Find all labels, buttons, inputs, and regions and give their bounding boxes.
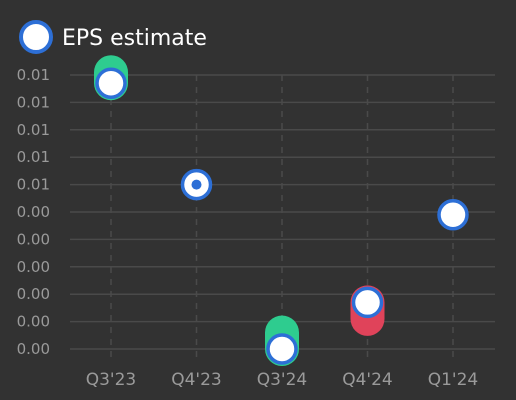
legend: EPS estimate <box>19 20 207 54</box>
x-tick-label: Q4'24 <box>342 370 393 390</box>
y-tick-label: 0.00 <box>17 340 50 358</box>
y-tick-label: 0.00 <box>17 285 50 303</box>
y-tick-label: 0.00 <box>17 203 50 221</box>
y-tick-label: 0.00 <box>17 258 50 276</box>
x-tick-label: Q3'24 <box>257 370 308 390</box>
actual-point <box>191 179 202 190</box>
legend-label-estimate: EPS estimate <box>62 26 207 51</box>
y-tick-label: 0.01 <box>17 121 50 139</box>
estimate-points <box>95 67 469 365</box>
estimate-point <box>351 286 384 319</box>
estimate-point <box>437 198 469 231</box>
x-axis-tick-labels: Q3'23 Q4'23 Q3'24 Q4'24 Q1'24 <box>86 370 479 390</box>
estimate-point <box>266 333 298 365</box>
y-tick-label: 0.00 <box>17 230 50 248</box>
estimate-point <box>95 67 127 99</box>
y-tick-label: 0.01 <box>17 148 50 166</box>
y-axis-tick-labels: 0.01 0.01 0.01 0.01 0.01 0.00 0.00 0.00 0.00 0.00… <box>17 66 50 358</box>
legend-marker-estimate <box>19 20 53 54</box>
y-tick-label: 0.01 <box>17 93 50 111</box>
y-tick-label: 0.01 <box>17 176 50 194</box>
x-tick-label: Q3'23 <box>86 370 137 390</box>
actual-points <box>191 179 202 190</box>
y-tick-label: 0.00 <box>17 313 50 331</box>
x-tick-label: Q1'24 <box>428 370 479 390</box>
y-tick-label: 0.01 <box>17 66 50 84</box>
x-tick-label: Q4'23 <box>171 370 222 390</box>
grid <box>70 74 495 361</box>
